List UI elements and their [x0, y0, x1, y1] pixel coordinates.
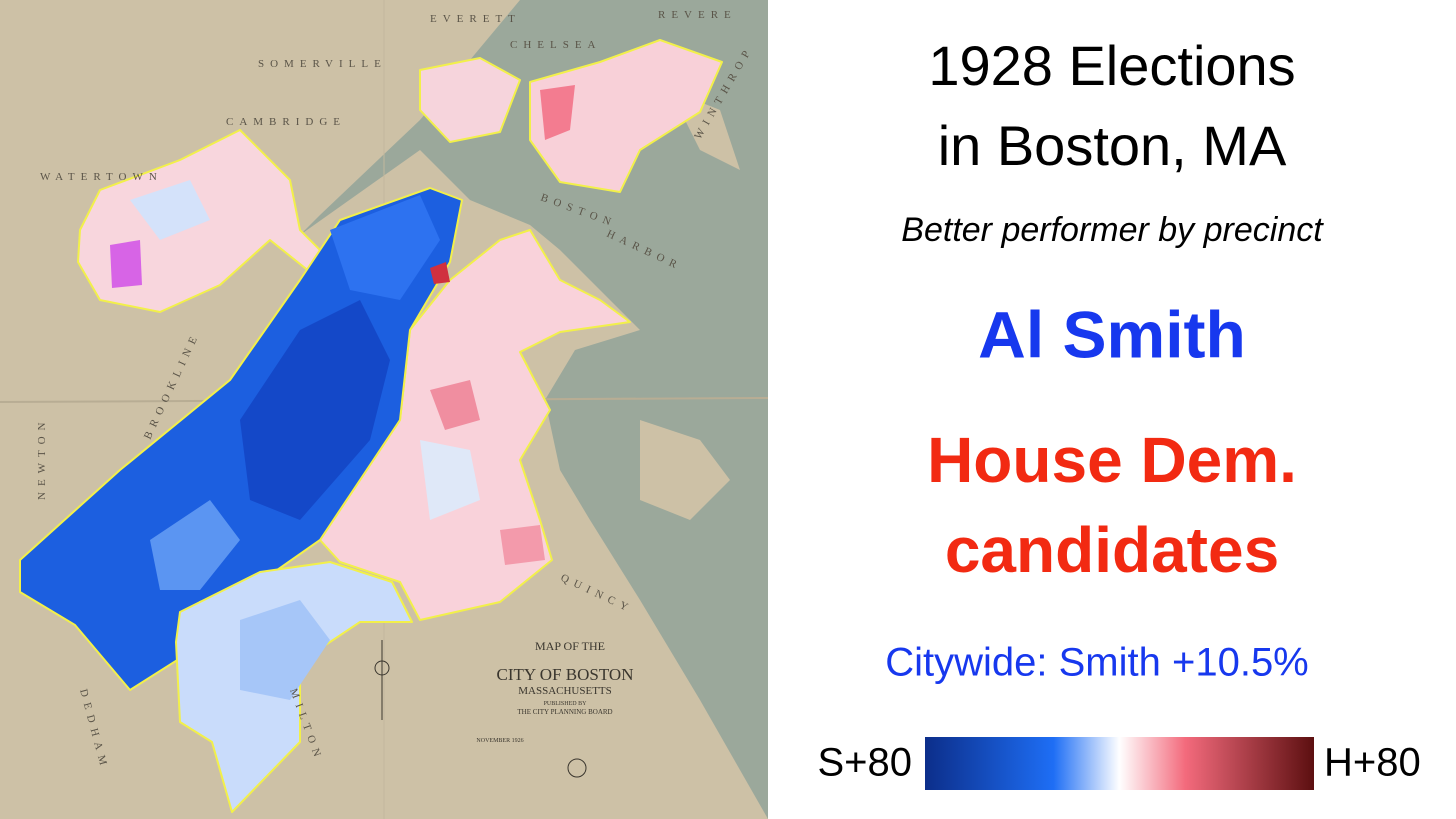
precinct-magenta: [110, 240, 142, 288]
island: [640, 420, 730, 520]
scale-right-label: H+80: [1324, 741, 1421, 785]
precinct-red: [430, 262, 450, 284]
place-label: REVERE: [658, 9, 737, 21]
cartouche-text: PUBLISHED BY: [544, 701, 588, 707]
precinct-dark: [240, 300, 390, 520]
precinct-light: [150, 500, 240, 590]
precinct-detail: [110, 85, 575, 700]
cartouche-text: MAP OF THE: [535, 639, 605, 653]
precinct-pink: [430, 380, 480, 430]
precinct-mid: [330, 195, 440, 300]
place-label: SOMERVILLE: [258, 58, 387, 70]
precinct-pale: [130, 180, 210, 240]
citywide-result: Citywide: Smith +10.5%: [885, 641, 1309, 685]
precincts-south-boston-dorchester: [319, 229, 631, 621]
candidate-house: House Dem.: [927, 424, 1297, 496]
cartouche-text: THE CITY PLANNING BOARD: [517, 708, 612, 716]
cartouche-text: CITY OF BOSTON: [497, 665, 634, 684]
title: 1928 Elections: [928, 34, 1295, 97]
place-label: CHELSEA: [510, 39, 602, 51]
precincts-east-boston: [529, 39, 723, 193]
precinct-pink: [500, 525, 545, 565]
precinct-light: [240, 600, 330, 700]
water: [300, 0, 768, 819]
scale-left-label: S+80: [817, 741, 912, 785]
candidate-smith: Al Smith: [978, 297, 1246, 371]
place-label: NEWTON: [36, 417, 48, 500]
seal: [567, 758, 587, 778]
candidate-house: candidates: [945, 514, 1279, 586]
precinct-pale: [420, 440, 480, 520]
map: EVERETT REVERE CHELSEA SOMERVILLE CAMBRI…: [0, 0, 769, 819]
north-arrow: [374, 660, 390, 676]
cartouche-text: NOVEMBER 1926: [476, 738, 523, 744]
precinct-pink: [540, 85, 575, 140]
precincts-charlestown: [419, 57, 521, 143]
title: in Boston, MA: [938, 114, 1287, 177]
place-label: EVERETT: [430, 13, 521, 25]
color-scale: [925, 737, 1314, 790]
subtitle: Better performer by precinct: [901, 211, 1324, 249]
place-label: WATERTOWN: [40, 171, 163, 183]
place-label: CAMBRIDGE: [226, 116, 346, 128]
cartouche-text: MASSACHUSETTS: [518, 685, 612, 697]
info-panel: 1928 Elections in Boston, MA Better perf…: [817, 34, 1421, 790]
